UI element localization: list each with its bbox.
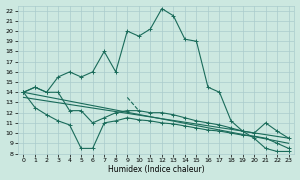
X-axis label: Humidex (Indice chaleur): Humidex (Indice chaleur): [108, 165, 204, 174]
